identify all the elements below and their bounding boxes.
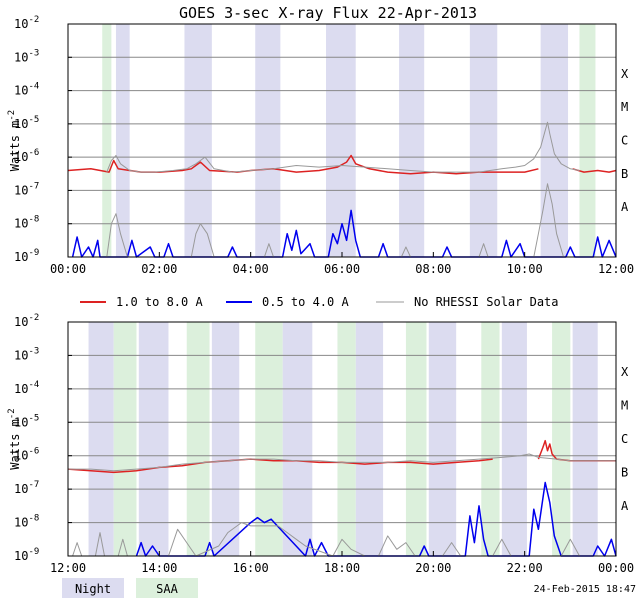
chart-title: GOES 3-sec X-ray Flux 22-Apr-2013 — [179, 4, 477, 22]
bottom-x-tick-label: 18:00 — [324, 561, 360, 575]
top-x-tick-label: 08:00 — [415, 262, 451, 276]
bottom-series-2 — [135, 481, 617, 557]
legend: 1.0 to 8.0 A 0.5 to 4.0 A No RHESSI Sola… — [80, 295, 559, 309]
bottom-x-tick-label: 14:00 — [141, 561, 177, 575]
top-x-tick-label: 10:00 — [507, 262, 543, 276]
bottom-y-tick-label: 10-8 — [14, 514, 39, 530]
bottom-saa-band-0 — [113, 322, 137, 556]
bottom-saa-band-5 — [481, 322, 500, 556]
top-night-band-5 — [469, 24, 498, 257]
top-x-tick-label: 06:00 — [324, 262, 360, 276]
bottom-night-band-6 — [501, 322, 527, 556]
top-x-tick-label: 02:00 — [141, 262, 177, 276]
top-saa-band-0 — [102, 24, 112, 257]
top-y-tick-label: 10-9 — [14, 248, 39, 264]
top-y-tick-label: 10-7 — [14, 181, 39, 197]
bottom-flare-class-a: A — [621, 499, 629, 513]
top-y-axis-label: Watts m-2 — [7, 110, 22, 171]
top-night-band-3 — [326, 24, 356, 257]
night-key-swatch — [62, 578, 124, 598]
top-flare-class-c: C — [621, 134, 628, 148]
bottom-x-tick-label: 22:00 — [507, 561, 543, 575]
bottom-night-band-3 — [282, 322, 313, 556]
top-series-3 — [106, 121, 580, 173]
top-x-tick-label: 04:00 — [233, 262, 269, 276]
night-key-label: Night — [75, 582, 111, 596]
bottom-x-tick-label: 00:00 — [598, 561, 634, 575]
top-night-band-4 — [399, 24, 425, 257]
top-night-band-0 — [115, 24, 130, 257]
top-flare-class-a: A — [621, 200, 629, 214]
bottom-night-band-1 — [138, 322, 169, 556]
bottom-y-tick-label: 10-4 — [14, 380, 39, 396]
bottom-panel-plot: 10-910-810-710-610-510-410-310-2ABCMX12:… — [7, 313, 634, 575]
bottom-y-tick-label: 10-2 — [14, 313, 39, 329]
saa-key-swatch — [136, 578, 198, 598]
bottom-x-tick-label: 20:00 — [415, 561, 451, 575]
bottom-flare-class-b: B — [621, 465, 628, 479]
top-y-tick-label: 10-3 — [14, 48, 39, 64]
bottom-flare-class-m: M — [621, 399, 628, 413]
bottom-saa-band-6 — [552, 322, 571, 556]
bottom-y-tick-label: 10-9 — [14, 547, 39, 563]
top-flare-class-x: X — [621, 67, 629, 81]
bottom-series-0 — [67, 458, 493, 474]
top-saa-band-1 — [579, 24, 596, 257]
legend-label-red: 1.0 to 8.0 A — [116, 295, 203, 309]
legend-label-grey: No RHESSI Solar Data — [414, 295, 559, 309]
bottom-night-band-0 — [88, 322, 114, 556]
bottom-x-tick-label: 16:00 — [233, 561, 269, 575]
top-y-tick-label: 10-2 — [14, 15, 39, 31]
legend-label-blue: 0.5 to 4.0 A — [262, 295, 349, 309]
bottom-flare-class-c: C — [621, 432, 628, 446]
top-series-2 — [71, 209, 617, 258]
bottom-x-tick-label: 12:00 — [50, 561, 86, 575]
top-flare-class-b: B — [621, 167, 628, 181]
bottom-night-band-4 — [355, 322, 384, 556]
bottom-series-3 — [68, 453, 616, 472]
bottom-saa-band-1 — [186, 322, 210, 556]
top-series-0 — [67, 154, 539, 175]
top-x-tick-label: 12:00 — [598, 262, 634, 276]
bottom-series-4 — [72, 522, 580, 557]
generated-timestamp: 24-Feb-2015 18:47 — [534, 584, 636, 595]
bottom-saa-band-4 — [405, 322, 427, 556]
top-series-1 — [572, 168, 617, 173]
top-night-band-2 — [255, 24, 281, 257]
top-flare-class-m: M — [621, 100, 628, 114]
bottom-night-band-2 — [211, 322, 240, 556]
bottom-saa-band-2 — [255, 322, 283, 556]
bottom-y-axis-label: Watts m-2 — [7, 408, 22, 469]
top-panel-plot: 10-910-810-710-610-510-410-310-2ABCMX00:… — [7, 15, 634, 276]
bottom-night-band-7 — [572, 322, 598, 556]
top-x-tick-label: 00:00 — [50, 262, 86, 276]
saa-key-label: SAA — [156, 582, 178, 596]
top-y-tick-label: 10-4 — [14, 82, 39, 98]
top-y-tick-label: 10-8 — [14, 215, 39, 231]
bottom-y-tick-label: 10-7 — [14, 480, 39, 496]
top-night-band-1 — [184, 24, 212, 257]
bottom-night-band-5 — [428, 322, 457, 556]
bottom-y-tick-label: 10-3 — [14, 346, 39, 362]
bottom-saa-band-3 — [337, 322, 356, 556]
bottom-flare-class-x: X — [621, 365, 629, 379]
